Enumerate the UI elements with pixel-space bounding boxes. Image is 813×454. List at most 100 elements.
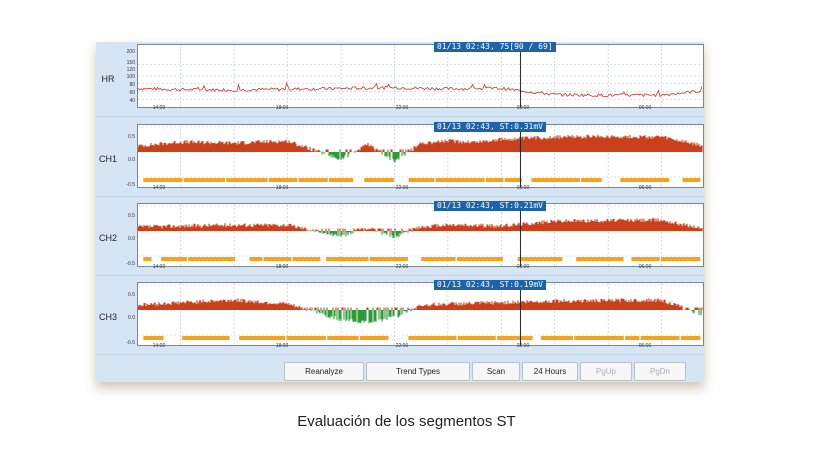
st-event-segment: [435, 178, 485, 182]
x-tick-label: 18:00: [275, 343, 289, 349]
ch3-readout: 01/13 02:43, ST:0.19mV: [434, 280, 546, 290]
st-event-segment: [457, 336, 496, 340]
st-event-segment: [325, 257, 369, 261]
st-event-segment: [680, 336, 701, 340]
st-event-segment: [620, 178, 670, 182]
st-event-segment: [456, 257, 503, 261]
y-tick-label: 0.0: [128, 236, 135, 242]
button-bar: Reanalyze Trend Types Scan 24 Hours PgUp…: [96, 360, 704, 382]
panel-label: CH2: [98, 233, 117, 243]
st-event-segment: [263, 257, 292, 261]
st-event-segment: [517, 257, 563, 261]
x-tick-label: 06:00: [638, 264, 652, 270]
st-event-segment: [239, 336, 286, 340]
y-tick-label: 120: [126, 67, 135, 73]
st-event-segment: [640, 336, 680, 340]
st-event-segment: [143, 178, 183, 182]
st-event-segment: [143, 336, 164, 340]
st-event-segment: [408, 178, 435, 182]
hr-trend-plot[interactable]: [137, 44, 704, 108]
ch2-trend-plot[interactable]: [137, 203, 704, 267]
st-event-segment: [286, 336, 326, 340]
y-tick-label: 0.5: [128, 134, 135, 140]
st-event-segment: [268, 178, 298, 182]
st-event-segment: [143, 257, 152, 261]
x-tick-label: 22:00: [395, 105, 409, 111]
st-event-segment: [540, 336, 573, 340]
st-event-segment: [531, 178, 580, 182]
ch3-trend-plot[interactable]: [137, 282, 704, 346]
st-event-segment: [329, 178, 354, 182]
panel-label: CH3: [98, 312, 117, 322]
x-tick-label: 18:00: [275, 264, 289, 270]
x-tick-label: 22:00: [395, 264, 409, 270]
st-event-segment: [327, 336, 359, 340]
panel-label: CH1: [98, 154, 117, 164]
ch2-readout: 01/13 02:43, ST:0.21mV: [434, 201, 546, 211]
st-event-segment: [292, 257, 321, 261]
24-hours-button[interactable]: 24 Hours: [522, 362, 578, 381]
st-positive-area: [138, 134, 703, 152]
page-up-button[interactable]: PgUp: [580, 362, 632, 381]
st-event-segment: [631, 257, 660, 261]
st-event-segment: [298, 178, 328, 182]
ch1-trend-plot[interactable]: [137, 124, 704, 188]
st-event-segment: [408, 336, 457, 340]
st-event-segment: [682, 178, 701, 182]
st-negative-area: [314, 231, 413, 238]
st-event-segment: [576, 257, 624, 261]
scan-button[interactable]: Scan: [472, 362, 520, 381]
app-window: HR 200 150 120 100 80 60 40 01/13 02:43,…: [96, 42, 704, 382]
reanalyze-button[interactable]: Reanalyze: [284, 362, 364, 381]
x-tick-label: 18:00: [275, 185, 289, 191]
st-event-segment: [364, 178, 394, 182]
y-tick-label: 0.0: [128, 315, 135, 321]
x-tick-label: 14:00: [152, 264, 166, 270]
st-event-segment: [188, 257, 236, 261]
x-tick-label: 22:00: [395, 343, 409, 349]
trend-panel-ch1: CH1 0.5 0.0 -0.5 01/13 02:43, ST:0.31mV …: [96, 122, 704, 197]
x-tick-label: 06:00: [638, 105, 652, 111]
y-tick-label: -0.5: [126, 261, 135, 267]
x-tick-label: 14:00: [152, 105, 166, 111]
y-tick-label: -0.5: [126, 340, 135, 346]
st-event-segment: [625, 336, 640, 340]
y-tick-label: 100: [126, 74, 135, 80]
st-event-segment: [581, 178, 602, 182]
ch1-readout: 01/13 02:43, ST:0.31mV: [434, 122, 546, 132]
panel-label: HR: [101, 74, 115, 84]
st-event-segment: [183, 178, 225, 182]
ch2-st-chart: [138, 204, 703, 266]
x-tick-label: 02:00: [516, 105, 530, 111]
hr-readout: 01/13 02:43, 75[90 / 69]: [434, 42, 556, 52]
y-tick-label: 80: [129, 82, 135, 88]
x-tick-label: 18:00: [275, 105, 289, 111]
trend-types-button[interactable]: Trend Types: [366, 362, 470, 381]
st-event-segment: [249, 257, 263, 261]
x-tick-label: 14:00: [152, 343, 166, 349]
x-tick-label: 22:00: [395, 185, 409, 191]
trend-panel-hr: HR 200 150 120 100 80 60 40 01/13 02:43,…: [96, 42, 704, 117]
st-event-segment: [359, 336, 389, 340]
x-tick-label: 02:00: [516, 343, 530, 349]
y-tick-label: 150: [126, 60, 135, 66]
y-tick-label: 0.0: [128, 157, 135, 163]
st-event-segment: [182, 336, 230, 340]
st-negative-area: [305, 310, 702, 324]
st-event-segment: [421, 257, 456, 261]
st-event-segment: [574, 336, 624, 340]
hr-trend-chart: [138, 45, 703, 107]
y-tick-label: 40: [129, 98, 135, 104]
y-tick-label: 0.5: [128, 213, 135, 219]
st-event-segment: [497, 336, 533, 340]
trend-panel-ch2: CH2 0.5 0.0 -0.5 01/13 02:43, ST:0.21mV …: [96, 201, 704, 276]
st-event-segment: [226, 178, 268, 182]
ch1-st-chart: [138, 125, 703, 187]
st-event-segment: [504, 178, 522, 182]
x-tick-label: 06:00: [638, 185, 652, 191]
page-down-button[interactable]: PgDn: [634, 362, 686, 381]
trend-panel-ch3: CH3 0.5 0.0 -0.5 01/13 02:43, ST:0.19mV …: [96, 280, 704, 355]
y-tick-label: 60: [129, 90, 135, 96]
hr-series-line: [138, 81, 703, 98]
st-event-segment: [161, 257, 187, 261]
